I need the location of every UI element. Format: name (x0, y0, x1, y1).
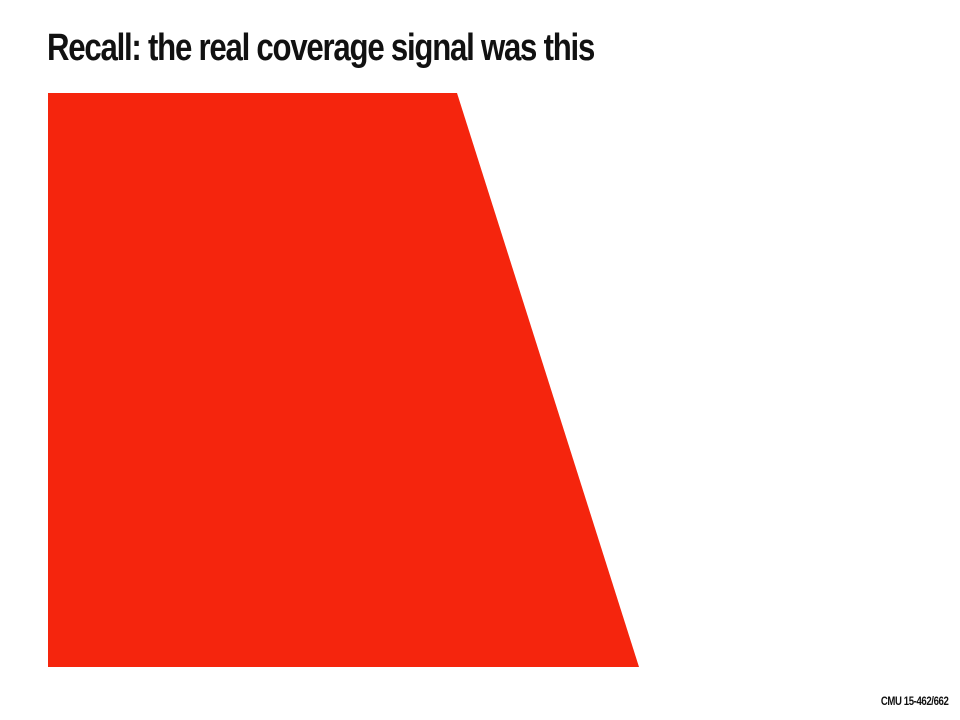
slide-title: Recall: the real coverage signal was thi… (47, 27, 595, 69)
course-footer: CMU 15-462/662 (880, 694, 948, 708)
coverage-trapezoid (48, 93, 639, 667)
